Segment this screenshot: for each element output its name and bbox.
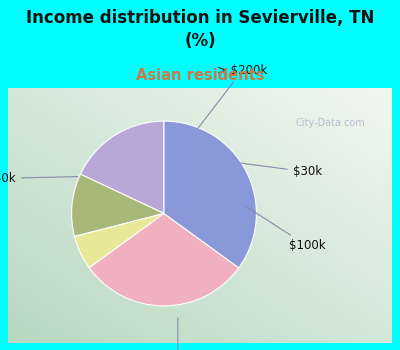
Text: $30k: $30k <box>241 163 322 179</box>
Text: > $200k: > $200k <box>198 64 268 128</box>
Text: Income distribution in Sevierville, TN
(%): Income distribution in Sevierville, TN (… <box>26 9 374 50</box>
Wedge shape <box>80 121 164 214</box>
Wedge shape <box>72 174 164 237</box>
Text: $150k: $150k <box>0 172 78 185</box>
Wedge shape <box>164 121 256 268</box>
Wedge shape <box>89 214 239 306</box>
Text: $100k: $100k <box>245 206 326 252</box>
Text: $60k: $60k <box>163 318 192 350</box>
Text: Asian residents: Asian residents <box>136 68 264 83</box>
Wedge shape <box>74 214 164 268</box>
Text: City-Data.com: City-Data.com <box>295 118 365 128</box>
